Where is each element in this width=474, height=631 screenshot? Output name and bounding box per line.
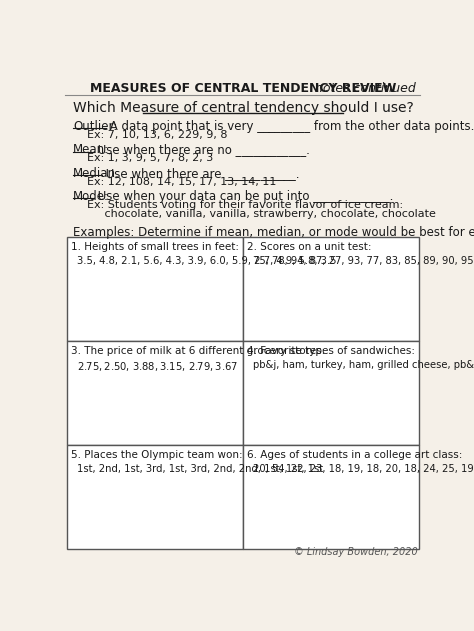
Text: Ex: 1, 3, 9, 5, 7, 8, 2, 3: Ex: 1, 3, 9, 5, 7, 8, 2, 3 [87,153,213,163]
Text: 1st, 2nd, 1st, 3rd, 1st, 3rd, 2nd, 2nd, 1st, 1st, 1st: 1st, 2nd, 1st, 3rd, 1st, 3rd, 2nd, 2nd, … [77,464,323,474]
Text: 75, 78, 94, 87, 27, 93, 77, 83, 85, 89, 90, 95, 78, 81: 75, 78, 94, 87, 27, 93, 77, 83, 85, 89, … [253,256,474,266]
Text: 3. The price of milk at 6 different grocery stores:: 3. The price of milk at 6 different groc… [71,346,325,356]
Bar [67,445,243,548]
Text: MEASURES OF CENTRAL TENDENCY REVIEW: MEASURES OF CENTRAL TENDENCY REVIEW [90,82,396,95]
Text: Ex: 12, 108, 14, 15, 17, 13, 14, 11: Ex: 12, 108, 14, 15, 17, 13, 14, 11 [87,177,276,187]
Text: notes continued: notes continued [311,82,416,95]
Text: Mean:: Mean: [73,143,109,156]
Bar [243,237,419,341]
Text: Which Measure of central tendency should I use?: Which Measure of central tendency should… [73,101,413,115]
Text: Outlier:: Outlier: [73,121,118,133]
Text: $2.75, $2.50, $3.88, $3.15, $2.79, $3.67: $2.75, $2.50, $3.88, $3.15, $2.79, $3.67 [77,360,238,373]
Text: 6. Ages of students in a college art class:: 6. Ages of students in a college art cla… [247,450,462,460]
Bar [243,341,419,445]
Text: © Lindsay Bowden, 2020: © Lindsay Bowden, 2020 [293,547,417,557]
Text: 3.5, 4.8, 2.1, 5.6, 4.3, 3.9, 6.0, 5.9, 2.7, 4.9, 5.8, 3.5: 3.5, 4.8, 2.1, 5.6, 4.3, 3.9, 6.0, 5.9, … [77,256,337,266]
Text: 4. Favorite types of sandwiches:: 4. Favorite types of sandwiches: [247,346,415,356]
Text: Mode:: Mode: [73,190,109,203]
Text: Ex: 7, 10, 13, 6, 229, 9, 8: Ex: 7, 10, 13, 6, 229, 9, 8 [87,131,228,140]
Text: Use when there are ____________.: Use when there are ____________. [102,167,300,180]
Text: 2. Scores on a unit test:: 2. Scores on a unit test: [247,242,371,252]
Text: chocolate, vanilla, vanilla, strawberry, chocolate, chocolate: chocolate, vanilla, vanilla, strawberry,… [87,209,436,219]
Bar [67,341,243,445]
Bar [67,237,243,341]
Text: Examples: Determine if mean, median, or mode would be best for each data set.: Examples: Determine if mean, median, or … [73,226,474,239]
Text: pb&j, ham, turkey, ham, grilled cheese, pb&j, ham: pb&j, ham, turkey, ham, grilled cheese, … [253,360,474,370]
Text: 1. Heights of small trees in feet:: 1. Heights of small trees in feet: [71,242,239,252]
Text: Ex: Students voting for their favorite flavor of ice cream:: Ex: Students voting for their favorite f… [87,199,403,209]
Text: 20, 54, 22, 23, 18, 19, 18, 20, 18, 24, 25, 19, 20: 20, 54, 22, 23, 18, 19, 18, 20, 18, 24, … [253,464,474,474]
Text: Median:: Median: [73,167,120,180]
Text: Use when your data can be put into _____________.: Use when your data can be put into _____… [94,190,393,203]
Text: Use when there are no ____________.: Use when there are no ____________. [94,143,310,156]
Bar [243,445,419,548]
Text: A data point that is very _________ from the other data points.: A data point that is very _________ from… [106,121,474,133]
Text: 5. Places the Olympic team won:: 5. Places the Olympic team won: [71,450,243,460]
